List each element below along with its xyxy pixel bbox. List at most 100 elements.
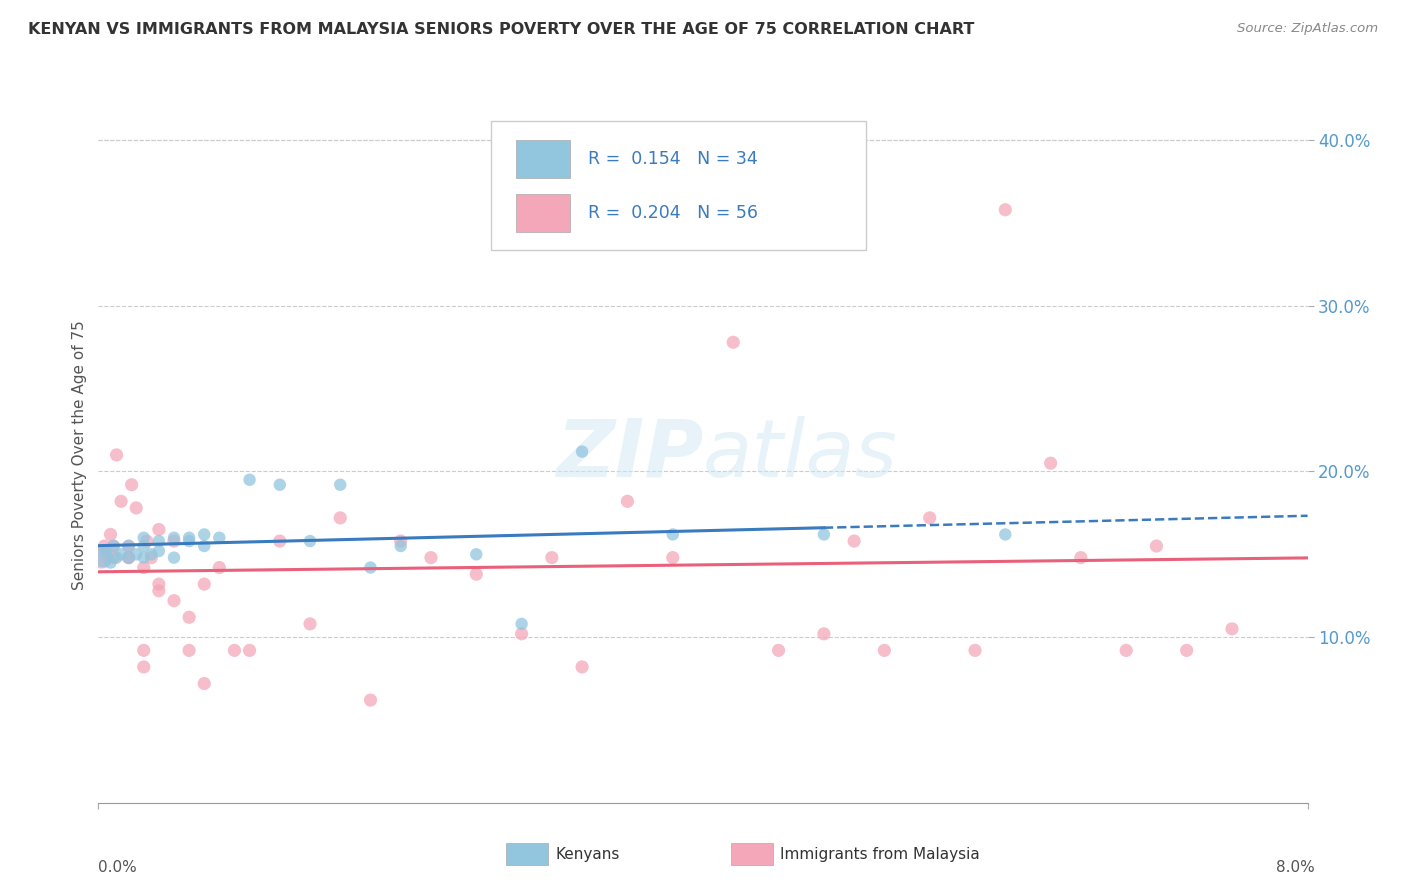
Point xyxy=(94,544,117,558)
Point xyxy=(510,627,533,641)
Point xyxy=(994,202,1017,217)
Text: R =  0.204   N = 56: R = 0.204 N = 56 xyxy=(588,204,758,222)
Point xyxy=(103,539,125,553)
Point xyxy=(179,534,201,549)
Point xyxy=(118,550,141,565)
Point xyxy=(239,473,262,487)
Point xyxy=(329,511,352,525)
Point xyxy=(329,477,352,491)
Point xyxy=(571,444,593,458)
Point xyxy=(208,531,231,545)
Point xyxy=(359,560,381,574)
Point xyxy=(90,550,112,565)
Point xyxy=(100,556,122,570)
Point xyxy=(1115,643,1137,657)
Point xyxy=(132,550,155,565)
Point xyxy=(465,547,488,561)
Point xyxy=(419,550,441,565)
Point xyxy=(105,550,128,565)
Point xyxy=(132,539,155,553)
Point xyxy=(994,527,1017,541)
Point xyxy=(269,477,291,491)
Point xyxy=(103,539,125,553)
Point xyxy=(103,550,125,565)
Point xyxy=(118,539,141,553)
Point xyxy=(389,539,412,553)
Point xyxy=(179,610,201,624)
Point xyxy=(510,616,533,631)
Point xyxy=(1175,643,1198,657)
Point xyxy=(540,550,562,565)
Text: ZIP: ZIP xyxy=(555,416,703,494)
Text: atlas: atlas xyxy=(703,416,898,494)
Point xyxy=(661,550,683,565)
Point xyxy=(141,550,163,565)
Point xyxy=(141,547,163,561)
Text: 0.0%: 0.0% xyxy=(98,860,138,874)
Point xyxy=(135,534,157,549)
Point xyxy=(299,534,322,549)
Point xyxy=(873,643,896,657)
Point xyxy=(163,593,186,607)
Point xyxy=(193,577,215,591)
Point xyxy=(118,550,141,565)
Point xyxy=(239,643,262,657)
Point xyxy=(148,544,170,558)
Point xyxy=(1220,622,1243,636)
Point xyxy=(121,477,143,491)
Point xyxy=(148,583,170,598)
Text: Kenyans: Kenyans xyxy=(555,847,620,862)
Text: Source: ZipAtlas.com: Source: ZipAtlas.com xyxy=(1237,22,1378,36)
Y-axis label: Seniors Poverty Over the Age of 75: Seniors Poverty Over the Age of 75 xyxy=(72,320,87,590)
Text: 8.0%: 8.0% xyxy=(1275,860,1315,874)
FancyBboxPatch shape xyxy=(492,121,866,250)
Point xyxy=(1039,456,1062,470)
Point xyxy=(118,550,141,565)
Point xyxy=(125,500,148,515)
Point xyxy=(132,531,155,545)
Point xyxy=(148,523,170,537)
Point xyxy=(163,534,186,549)
Point xyxy=(91,550,114,565)
Point xyxy=(571,660,593,674)
Point xyxy=(100,527,122,541)
Point xyxy=(918,511,941,525)
Point xyxy=(723,335,745,350)
Point xyxy=(616,494,638,508)
Point xyxy=(110,494,132,508)
Point xyxy=(224,643,246,657)
Point xyxy=(768,643,790,657)
Point xyxy=(1070,550,1092,565)
Point xyxy=(965,643,987,657)
FancyBboxPatch shape xyxy=(516,140,569,178)
Point xyxy=(813,627,835,641)
Point xyxy=(389,534,412,549)
Point xyxy=(148,577,170,591)
Point xyxy=(844,534,866,549)
Text: R =  0.154   N = 34: R = 0.154 N = 34 xyxy=(588,150,758,169)
Point xyxy=(179,531,201,545)
Text: Immigrants from Malaysia: Immigrants from Malaysia xyxy=(780,847,980,862)
Point xyxy=(93,539,115,553)
Point xyxy=(661,527,683,541)
Point xyxy=(208,560,231,574)
FancyBboxPatch shape xyxy=(516,194,569,232)
Point xyxy=(359,693,381,707)
Point xyxy=(125,547,148,561)
Point xyxy=(193,676,215,690)
Point xyxy=(118,539,141,553)
Point xyxy=(1144,539,1167,553)
Point xyxy=(132,643,155,657)
Point xyxy=(163,550,186,565)
Point xyxy=(148,534,170,549)
Point xyxy=(193,539,215,553)
Point xyxy=(813,527,835,541)
Point xyxy=(105,448,128,462)
Point xyxy=(179,643,201,657)
Point xyxy=(96,550,118,565)
Text: KENYAN VS IMMIGRANTS FROM MALAYSIA SENIORS POVERTY OVER THE AGE OF 75 CORRELATIO: KENYAN VS IMMIGRANTS FROM MALAYSIA SENIO… xyxy=(28,22,974,37)
Point xyxy=(193,527,215,541)
Point xyxy=(132,560,155,574)
Point xyxy=(163,531,186,545)
Point xyxy=(269,534,291,549)
